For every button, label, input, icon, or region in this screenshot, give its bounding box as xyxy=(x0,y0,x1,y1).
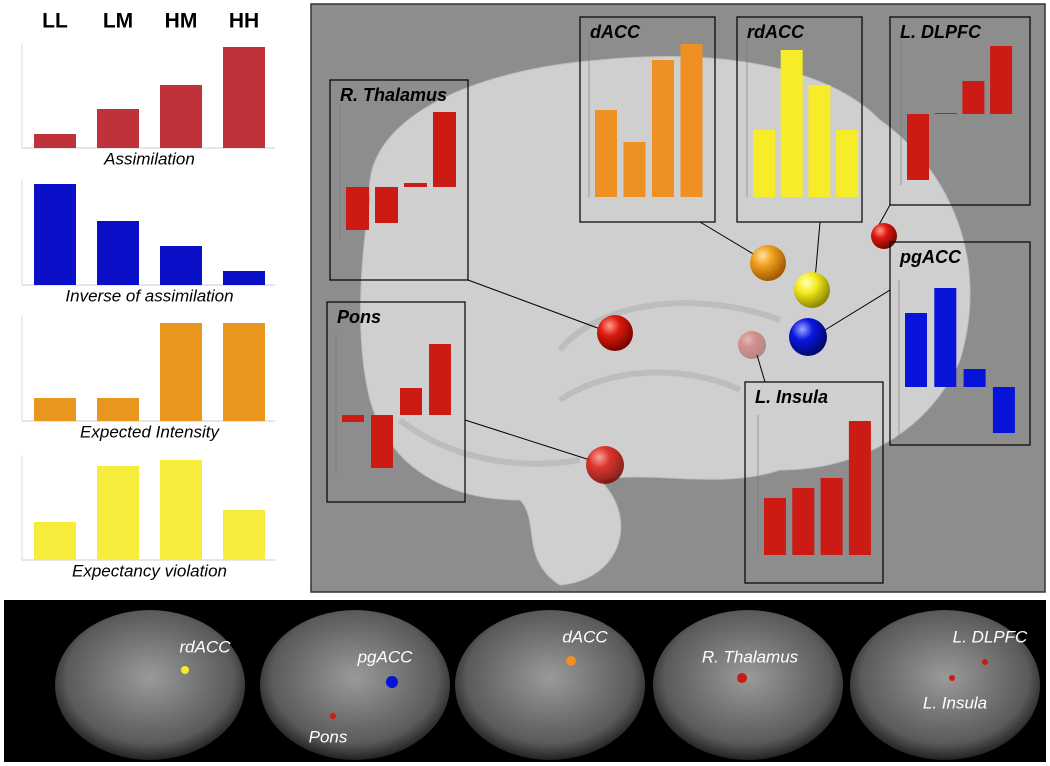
roi-box xyxy=(326,301,466,503)
chart-title: Expectancy violation xyxy=(72,561,227,580)
slice-label: L. Insula xyxy=(923,693,987,712)
slice-label: pgACC xyxy=(357,647,414,666)
roi-title: dACC xyxy=(590,22,641,42)
bar xyxy=(371,415,393,468)
bar xyxy=(753,130,775,197)
bar xyxy=(764,498,786,555)
bar xyxy=(780,50,803,197)
bar xyxy=(990,46,1013,114)
bar xyxy=(404,183,427,187)
bar-chart: dACC xyxy=(579,16,716,223)
slice-label: Pons xyxy=(309,727,348,746)
bar xyxy=(905,313,927,387)
bar xyxy=(808,85,831,197)
roi-box xyxy=(889,16,1031,206)
category-label: LL xyxy=(42,10,68,33)
bar xyxy=(223,47,265,148)
chart-title: Assimilation xyxy=(103,149,195,168)
bar xyxy=(680,44,703,197)
bar xyxy=(652,60,674,197)
bar-chart: Assimilation LL LM HM HH xyxy=(21,10,275,168)
roi-box xyxy=(744,381,884,584)
bar-chart: pgACC xyxy=(889,241,1031,446)
bar xyxy=(934,288,957,387)
slice-label: L. DLPFC xyxy=(953,627,1028,646)
slice-label: dACC xyxy=(562,627,608,646)
bar xyxy=(400,388,422,415)
bar xyxy=(934,113,957,114)
roi-title: R. Thalamus xyxy=(340,85,447,105)
bar xyxy=(223,510,265,560)
bar xyxy=(820,478,843,555)
bar xyxy=(346,187,369,230)
bar xyxy=(963,369,986,387)
bar xyxy=(848,421,871,555)
roi-title: pgACC xyxy=(899,247,962,267)
chart-title: Inverse of assimilation xyxy=(65,286,233,305)
bar xyxy=(34,522,76,560)
bar xyxy=(34,184,76,285)
category-label: HH xyxy=(229,10,259,33)
bar xyxy=(97,221,139,285)
bar xyxy=(907,114,929,180)
bar xyxy=(97,109,139,148)
bar xyxy=(992,387,1015,433)
roi-box xyxy=(736,16,863,223)
roi-box xyxy=(889,241,1031,446)
bar-chart: Expectancy violation xyxy=(21,455,275,580)
bar xyxy=(160,323,202,421)
bar xyxy=(160,460,202,560)
roi-box xyxy=(329,79,469,281)
bar xyxy=(433,112,456,187)
bar xyxy=(836,130,859,197)
bar xyxy=(160,246,202,285)
bar xyxy=(34,398,76,421)
bar xyxy=(962,81,985,114)
roi-title: Pons xyxy=(337,307,381,327)
slice-strip xyxy=(4,600,1046,762)
bar xyxy=(375,187,398,223)
bar-chart: L. DLPFC xyxy=(889,16,1031,206)
bar-chart: rdACC xyxy=(736,16,863,223)
chart-title: Expected Intensity xyxy=(80,422,220,441)
roi-box xyxy=(579,16,716,223)
category-label: HM xyxy=(165,10,198,33)
bar-chart: Inverse of assimilation xyxy=(21,180,275,305)
bar xyxy=(97,466,139,560)
roi-title: rdACC xyxy=(747,22,805,42)
bar xyxy=(342,415,364,422)
bar-chart: Expected Intensity xyxy=(21,316,275,441)
bar xyxy=(223,323,265,421)
bar xyxy=(223,271,265,285)
slice-label: rdACC xyxy=(179,637,231,656)
bar xyxy=(97,398,139,421)
bar xyxy=(160,85,202,148)
roi-title: L. DLPFC xyxy=(900,22,982,42)
bar-chart: R. Thalamus xyxy=(329,79,469,281)
bar-chart: Pons xyxy=(326,301,466,503)
bar-chart: L. Insula xyxy=(744,381,884,584)
slice-label: R. Thalamus xyxy=(702,647,799,666)
bar xyxy=(595,110,617,197)
category-label: LM xyxy=(103,10,133,33)
bar xyxy=(429,344,451,415)
roi-title: L. Insula xyxy=(755,387,828,407)
bar xyxy=(623,142,646,197)
bar xyxy=(34,134,76,148)
bar xyxy=(792,488,815,555)
